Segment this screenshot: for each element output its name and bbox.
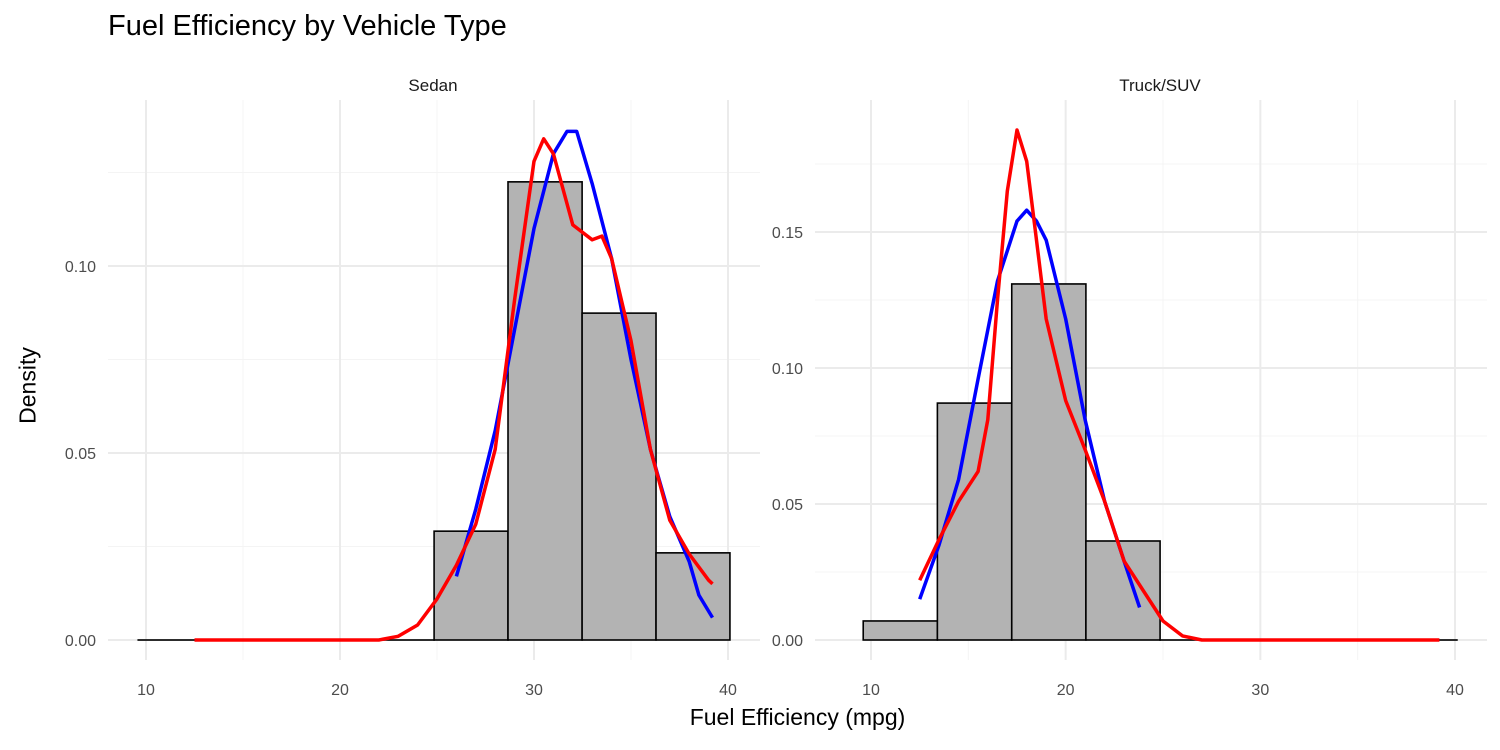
- y-tick-label: 0.05: [65, 446, 96, 463]
- y-tick-label: 0.10: [65, 259, 96, 276]
- panel-sedan: Sedan 10 20 30 40 0.00 0.05 0.10: [65, 76, 760, 699]
- x-tick-label: 40: [719, 682, 737, 699]
- x-tick-label: 10: [862, 682, 880, 699]
- histogram-bar: [655, 552, 731, 641]
- x-tick-label: 10: [137, 682, 155, 699]
- x-tick-label: 20: [1057, 682, 1075, 699]
- histogram-bar: [1010, 283, 1087, 641]
- x-tick-label: 20: [331, 682, 349, 699]
- y-tick-label: 0.05: [772, 497, 803, 514]
- y-tick-label: 0.10: [772, 361, 803, 378]
- facet-label: Sedan: [408, 76, 457, 95]
- x-tick-label: 40: [1446, 682, 1464, 699]
- histogram-bar: [507, 181, 583, 641]
- histogram-bar: [581, 312, 657, 641]
- y-tick-label: 0.15: [772, 225, 803, 242]
- x-tick-label: 30: [525, 682, 543, 699]
- red-density-curve: [918, 128, 1440, 642]
- histogram-bar: [862, 620, 939, 641]
- x-tick-label: 30: [1251, 682, 1269, 699]
- chart-title: Fuel Efficiency by Vehicle Type: [108, 10, 507, 42]
- y-tick-label: 0.00: [65, 633, 96, 650]
- facet-label: Truck/SUV: [1119, 76, 1201, 95]
- blue-density-curve: [918, 208, 1142, 608]
- y-tick-label: 0.00: [772, 633, 803, 650]
- x-axis-label: Fuel Efficiency (mpg): [689, 704, 906, 730]
- panel-trucksuv: Truck/SUV 10 20 30 40 0.00 0.05 0.10 0.15: [772, 76, 1487, 699]
- red-density-curve: [194, 137, 714, 642]
